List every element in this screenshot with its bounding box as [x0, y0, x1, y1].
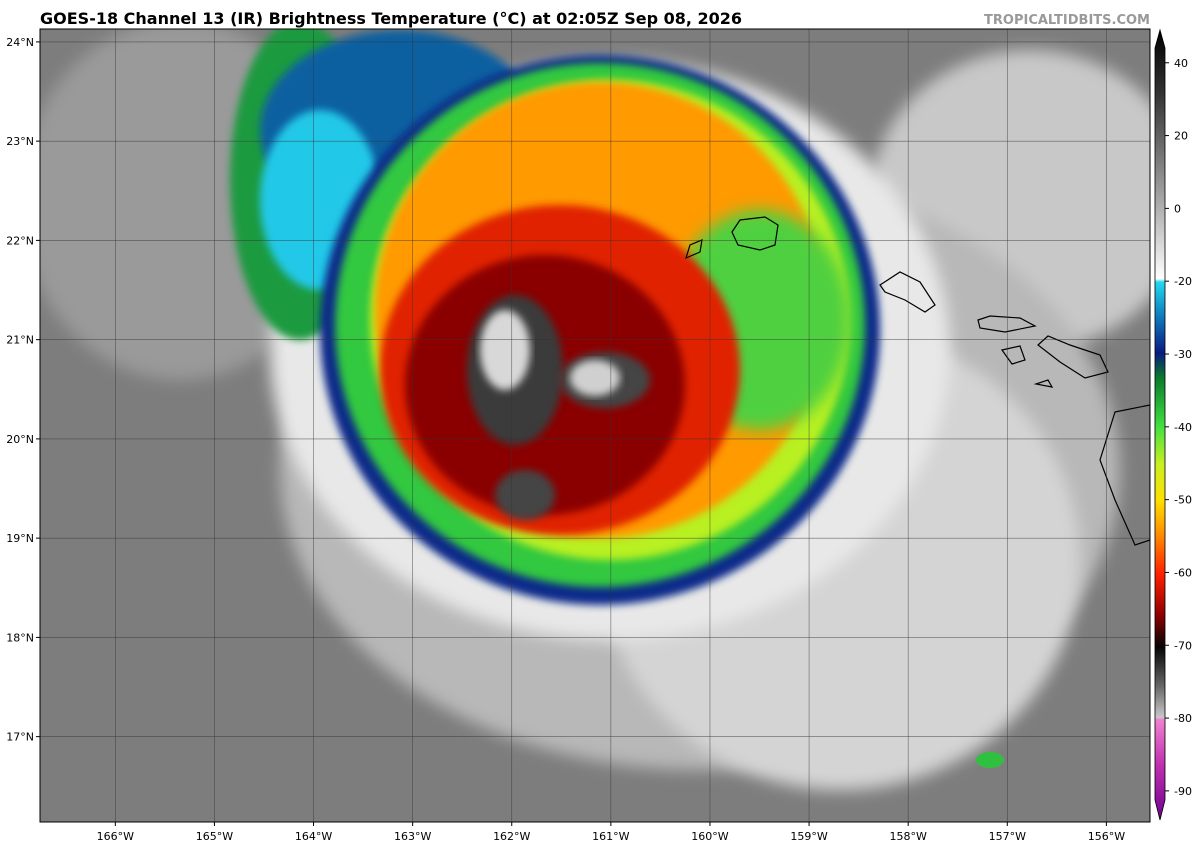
colorbar-tick-label: 40: [1174, 57, 1188, 70]
colorbar-tick-label: 20: [1174, 130, 1188, 143]
lat-tick-label: 24°N: [6, 36, 34, 49]
colorbar-tick-label: -80: [1174, 712, 1192, 725]
colorbar-tick-label: -30: [1174, 348, 1192, 361]
lat-tick-label: 20°N: [6, 433, 34, 446]
lon-tick-label: 160°W: [691, 830, 728, 843]
lon-tick-label: 159°W: [790, 830, 827, 843]
title: GOES-18 Channel 13 (IR) Brightness Tempe…: [40, 9, 742, 28]
colorbar-tick-label: -90: [1174, 785, 1192, 798]
coastlines: [685, 216, 1150, 546]
satellite-image: [40, 29, 1150, 822]
lon-tick-label: 157°W: [989, 830, 1026, 843]
lat-tick-label: 18°N: [6, 631, 34, 644]
lat-tick-label: 19°N: [6, 532, 34, 545]
lon-tick-label: 163°W: [394, 830, 431, 843]
colorbar-tick-label: -20: [1174, 275, 1192, 288]
graticule: 166°W 165°W 164°W 163°W 162°W 161°W 160°W 159°W…: [6, 29, 1150, 843]
map-frame: [39, 28, 1151, 823]
colorbar: [1154, 28, 1166, 821]
colorbar-tick-label: -40: [1174, 421, 1192, 434]
lat-tick-label: 21°N: [6, 334, 34, 347]
lat-tick-label: 23°N: [6, 135, 34, 148]
site-name: TROPICALTIDBITS.COM: [984, 13, 1150, 28]
lon-tick-label: 166°W: [97, 830, 134, 843]
lon-tick-label: 161°W: [592, 830, 629, 843]
lat-tick-label: 22°N: [6, 234, 34, 247]
colorbar-tick-label: -50: [1174, 494, 1192, 507]
lon-tick-label: 156°W: [1088, 830, 1125, 843]
lon-tick-label: 164°W: [295, 830, 332, 843]
colorbar-tick-label: 0: [1174, 202, 1181, 215]
lon-tick-label: 162°W: [493, 830, 530, 843]
colorbar-tick-label: -60: [1174, 566, 1192, 579]
lat-tick-label: 17°N: [6, 731, 34, 744]
lon-tick-label: 165°W: [196, 830, 233, 843]
lon-tick-label: 158°W: [889, 830, 926, 843]
colorbar-tick-label: -70: [1174, 639, 1192, 652]
